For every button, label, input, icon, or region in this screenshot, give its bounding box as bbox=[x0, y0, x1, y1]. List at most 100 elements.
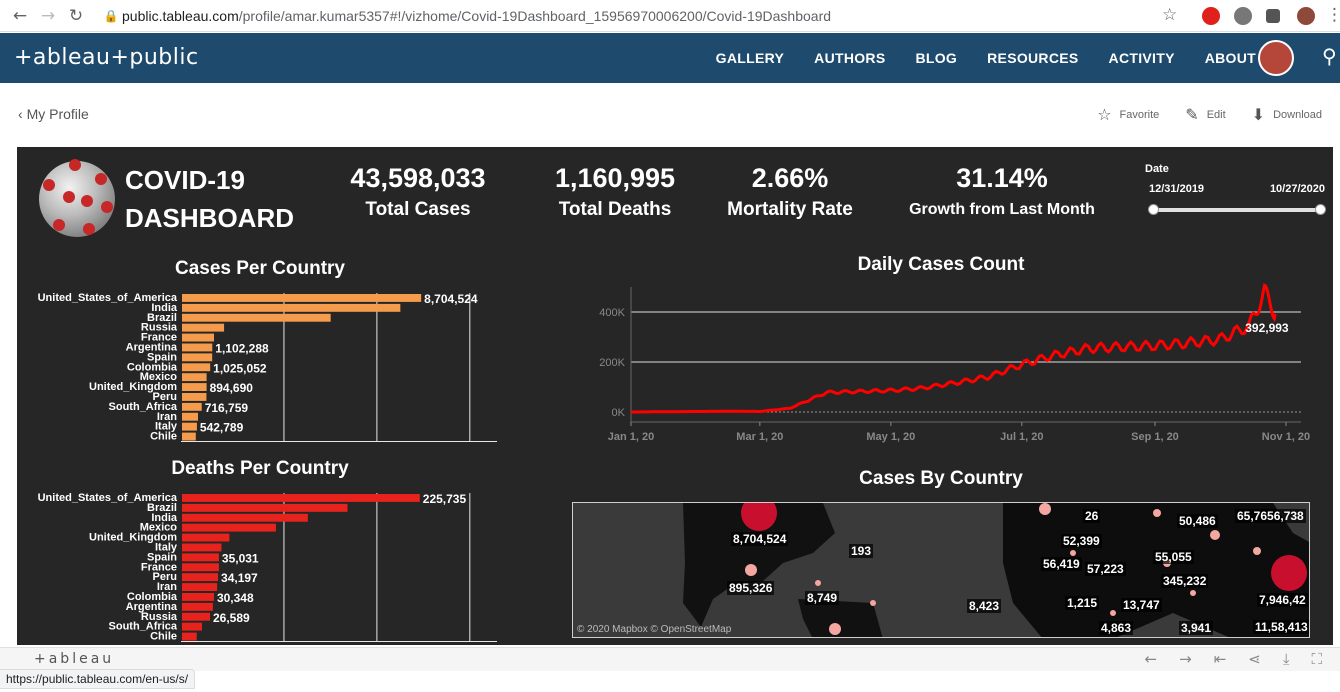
bar[interactable] bbox=[182, 583, 218, 591]
bar[interactable] bbox=[182, 573, 219, 582]
category-label: Colombia bbox=[127, 361, 178, 373]
cases-map[interactable]: 8,704,524 193 895,326 8,749 26 50,486 65… bbox=[572, 502, 1310, 638]
fullscreen-icon[interactable]: ⛶ bbox=[1311, 650, 1322, 668]
daily-cases-line[interactable] bbox=[631, 283, 1277, 414]
extensions-puzzle-icon[interactable] bbox=[1266, 9, 1280, 23]
address-bar[interactable]: 🔒 public.tableau.com/profile/amar.kumar5… bbox=[100, 3, 1190, 29]
bar[interactable] bbox=[182, 422, 197, 431]
map-bubble[interactable] bbox=[1039, 503, 1051, 515]
bar[interactable] bbox=[182, 313, 331, 322]
search-icon[interactable]: ⚲ bbox=[1322, 44, 1337, 68]
map-label: 52,399 bbox=[1061, 534, 1102, 548]
browser-menu-icon[interactable]: ⋮ bbox=[1326, 5, 1340, 25]
bar[interactable] bbox=[182, 494, 420, 502]
profile-avatar-icon[interactable] bbox=[1297, 7, 1315, 25]
dashboard-title: COVID-19 DASHBOARD bbox=[125, 161, 294, 237]
share-icon[interactable]: ⋖ bbox=[1248, 650, 1261, 668]
download-icon[interactable]: ⤓ bbox=[1282, 650, 1290, 668]
toolbar-icons: ← → ⇤ ⋖ ⤓ ⛶ bbox=[1123, 650, 1322, 668]
map-bubble[interactable] bbox=[829, 623, 841, 635]
tableau-public-header: +ableau+public GALLERY AUTHORS BLOG RESO… bbox=[0, 33, 1340, 83]
slider-start-handle[interactable] bbox=[1148, 204, 1159, 215]
map-bubble[interactable] bbox=[1253, 547, 1261, 555]
covid-dashboard: COVID-19 DASHBOARD 43,598,033 Total Case… bbox=[17, 147, 1333, 645]
x-tick-label: Sep 1, 20 bbox=[1131, 431, 1179, 443]
bar[interactable] bbox=[182, 402, 202, 411]
category-label: South_Africa bbox=[109, 621, 178, 633]
bar[interactable] bbox=[182, 553, 219, 562]
map-bubble-india[interactable] bbox=[1271, 555, 1307, 591]
bar[interactable] bbox=[182, 412, 198, 421]
favorite-button[interactable]: ☆ Favorite bbox=[1097, 105, 1159, 124]
bar[interactable] bbox=[182, 294, 422, 302]
bar[interactable] bbox=[182, 353, 213, 362]
map-attribution[interactable]: © 2020 Mapbox © OpenStreetMap bbox=[577, 624, 732, 635]
extension-circle-icon[interactable] bbox=[1234, 7, 1252, 25]
category-label: Argentina bbox=[126, 342, 178, 354]
map-bubble[interactable] bbox=[1190, 590, 1196, 596]
bar[interactable] bbox=[182, 622, 202, 631]
date-range-slider[interactable] bbox=[1148, 204, 1326, 215]
nav-authors[interactable]: AUTHORS bbox=[814, 50, 886, 66]
kpi-label: Total Cases bbox=[365, 199, 471, 220]
map-bubble[interactable] bbox=[870, 600, 876, 606]
forward-arrow-icon[interactable]: → bbox=[40, 5, 56, 26]
bar[interactable] bbox=[182, 593, 214, 601]
slider-end-handle[interactable] bbox=[1315, 204, 1326, 215]
map-bubble[interactable] bbox=[745, 564, 757, 576]
download-button[interactable]: ⬇ Download bbox=[1252, 105, 1322, 124]
map-bubble-usa[interactable] bbox=[741, 503, 777, 531]
undo-icon[interactable]: ← bbox=[1144, 650, 1158, 668]
map-bubble[interactable] bbox=[815, 580, 821, 586]
bar[interactable] bbox=[182, 303, 401, 312]
edit-label: Edit bbox=[1206, 108, 1226, 121]
bar[interactable] bbox=[182, 373, 207, 382]
nav-blog[interactable]: BLOG bbox=[915, 50, 958, 66]
bar[interactable] bbox=[182, 503, 348, 512]
bar[interactable] bbox=[182, 343, 213, 352]
map-bubble[interactable] bbox=[1110, 610, 1116, 616]
nav-about[interactable]: ABOUT bbox=[1204, 50, 1256, 66]
redo-icon[interactable]: → bbox=[1179, 650, 1192, 668]
bar[interactable] bbox=[182, 632, 197, 641]
kpi-value: 2.66% bbox=[751, 163, 829, 193]
bar[interactable] bbox=[182, 612, 211, 621]
category-label: United_States_of_America bbox=[38, 492, 178, 504]
map-bubble[interactable] bbox=[1070, 550, 1076, 556]
bar[interactable] bbox=[182, 333, 215, 342]
extension-opera-icon[interactable] bbox=[1202, 7, 1220, 25]
tableau-public-logo[interactable]: +ableau+public bbox=[14, 45, 199, 70]
nav-gallery[interactable]: GALLERY bbox=[715, 50, 785, 66]
bar[interactable] bbox=[182, 383, 207, 391]
bar[interactable] bbox=[182, 563, 219, 572]
back-arrow-icon[interactable]: ← bbox=[12, 5, 28, 26]
category-label: Iran bbox=[157, 411, 177, 423]
bookmark-star-icon[interactable]: ☆ bbox=[1162, 5, 1178, 25]
map-title: Cases By Country bbox=[859, 468, 1023, 489]
reload-icon[interactable]: ↻ bbox=[68, 5, 84, 26]
bar[interactable] bbox=[182, 432, 196, 441]
bar[interactable] bbox=[182, 363, 211, 372]
map-label: 26 bbox=[1083, 509, 1101, 523]
revert-icon[interactable]: ⇤ bbox=[1213, 650, 1227, 668]
nav-activity[interactable]: ACTIVITY bbox=[1108, 50, 1175, 66]
bar[interactable] bbox=[182, 393, 207, 401]
bar[interactable] bbox=[182, 533, 230, 542]
map-bubble[interactable] bbox=[1153, 509, 1161, 517]
kpi-value: 1,160,995 bbox=[554, 163, 676, 193]
bar[interactable] bbox=[182, 323, 225, 332]
category-label: Chile bbox=[150, 431, 177, 443]
tableau-footer-logo[interactable]: +ableau bbox=[34, 651, 115, 667]
map-bubble[interactable] bbox=[1210, 530, 1220, 540]
user-avatar[interactable] bbox=[1258, 40, 1294, 76]
bar[interactable] bbox=[182, 543, 222, 552]
edit-button[interactable]: ✎ Edit bbox=[1185, 105, 1225, 124]
my-profile-link[interactable]: ‹ My Profile bbox=[18, 106, 89, 122]
download-label: Download bbox=[1273, 108, 1322, 121]
data-label: 8,704,524 bbox=[424, 292, 478, 306]
nav-resources[interactable]: RESOURCES bbox=[987, 50, 1079, 66]
deaths-bar-svg: United_States_of_America 225,735 BrazilInd… bbox=[38, 492, 497, 643]
bar[interactable] bbox=[182, 513, 308, 522]
bar[interactable] bbox=[182, 602, 213, 611]
bar[interactable] bbox=[182, 523, 276, 532]
